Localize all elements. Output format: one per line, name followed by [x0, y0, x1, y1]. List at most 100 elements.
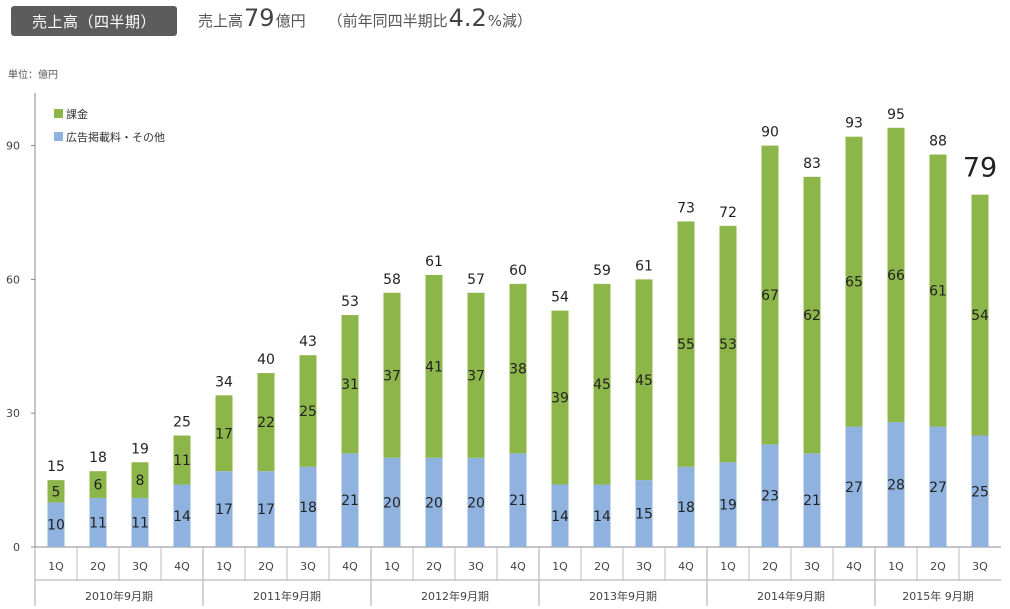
x-tick-label: 4Q — [510, 560, 526, 573]
bar-total-label: 79 — [963, 153, 997, 184]
bar-billing — [425, 274, 443, 458]
summary-value: 79 — [244, 4, 275, 32]
y-tick-label: 60 — [6, 273, 20, 286]
bar-total-label: 73 — [677, 200, 695, 216]
bar-total-label: 88 — [929, 134, 947, 150]
bar-billing — [719, 225, 737, 463]
x-tick-label: 1Q — [720, 560, 736, 573]
bar-billing — [173, 435, 191, 485]
bar-billing-label: 6 — [94, 478, 103, 494]
bar-ad-revenue-label: 11 — [89, 515, 107, 531]
legend-label: 課金 — [66, 107, 88, 121]
bar-billing-label: 65 — [845, 275, 863, 291]
bar-billing — [677, 221, 695, 467]
bar-billing-label: 45 — [635, 373, 653, 389]
legend-swatch — [54, 132, 63, 141]
bar-billing-label: 39 — [551, 391, 569, 407]
group-label: 2013年9月期 — [589, 589, 657, 603]
bar-billing-label: 41 — [425, 359, 443, 375]
bar-ad-revenue-label: 14 — [173, 509, 191, 525]
bar-billing-label: 5 — [52, 484, 61, 500]
bar-ad-revenue — [257, 471, 275, 547]
bar-ad-revenue-label: 18 — [299, 500, 317, 516]
bar-ad-revenue — [971, 435, 989, 547]
bar-ad-revenue-label: 10 — [47, 518, 65, 534]
bar-billing-label: 25 — [299, 404, 317, 420]
bar-total-label: 15 — [47, 459, 65, 475]
yoy-change-suffix: %減） — [487, 12, 533, 30]
bar-ad-revenue — [887, 422, 905, 547]
x-tick-label: 4Q — [342, 560, 358, 573]
bar-billing-label: 67 — [761, 288, 779, 304]
bar-billing-label: 66 — [887, 268, 905, 284]
bar-total-label: 90 — [761, 125, 779, 141]
x-tick-label: 3Q — [300, 560, 316, 573]
x-tick-label: 2Q — [90, 560, 106, 573]
bar-billing-label: 62 — [803, 308, 821, 324]
bar-ad-revenue — [551, 484, 569, 547]
x-tick-label: 4Q — [174, 560, 190, 573]
x-tick-label: 2Q — [258, 560, 274, 573]
x-tick-label: 2Q — [930, 560, 946, 573]
bar-ad-revenue-label: 27 — [845, 480, 863, 496]
x-tick-label: 3Q — [468, 560, 484, 573]
bar-billing-label: 31 — [341, 377, 359, 393]
group-label: 2015年 9月期 — [902, 589, 974, 603]
bar-ad-revenue-label: 14 — [593, 509, 611, 525]
x-tick-label: 1Q — [384, 560, 400, 573]
bar-total-label: 25 — [173, 415, 191, 431]
bar-total-label: 34 — [215, 374, 233, 390]
x-tick-label: 3Q — [132, 560, 148, 573]
bar-billing-label: 37 — [383, 368, 401, 384]
bar-ad-revenue — [929, 426, 947, 547]
legend-label: 広告掲載料・その他 — [66, 130, 165, 144]
sales-summary: 売上高 79 億円 （前年同四半期比 4.2 %減） — [198, 4, 532, 38]
bar-ad-revenue — [47, 502, 65, 547]
bar-ad-revenue — [761, 444, 779, 547]
group-label: 2011年9月期 — [253, 589, 321, 603]
bar-billing-label: 17 — [215, 426, 233, 442]
x-tick-label: 1Q — [216, 560, 232, 573]
bar-billing-label: 61 — [929, 284, 947, 300]
bar-ad-revenue-label: 21 — [509, 493, 527, 509]
bar-billing-label: 37 — [467, 368, 485, 384]
legend-swatch — [54, 109, 63, 118]
x-tick-label: 2Q — [426, 560, 442, 573]
bar-ad-revenue — [803, 453, 821, 547]
bar-total-label: 83 — [803, 156, 821, 172]
bar-ad-revenue-label: 11 — [131, 515, 149, 531]
group-label: 2010年9月期 — [85, 589, 153, 603]
bar-total-label: 59 — [593, 263, 611, 279]
bar-ad-revenue — [635, 480, 653, 547]
bar-billing — [593, 283, 611, 485]
bar-total-label: 72 — [719, 205, 737, 221]
y-tick-label: 0 — [13, 541, 20, 554]
bar-ad-revenue-label: 15 — [635, 507, 653, 523]
bar-total-label: 43 — [299, 334, 317, 350]
summary-unit: 億円 — [275, 12, 306, 30]
bar-billing — [89, 471, 107, 498]
x-tick-label: 1Q — [552, 560, 568, 573]
bar-billing — [467, 292, 485, 458]
x-tick-label: 3Q — [972, 560, 988, 573]
bar-total-label: 95 — [887, 107, 905, 123]
bar-total-label: 18 — [89, 450, 107, 466]
bar-billing — [383, 292, 401, 458]
bar-total-label: 60 — [509, 263, 527, 279]
bar-billing-label: 8 — [136, 473, 145, 489]
bar-ad-revenue-label: 14 — [551, 509, 569, 525]
x-tick-label: 1Q — [888, 560, 904, 573]
bar-billing — [509, 283, 527, 454]
bar-total-label: 58 — [383, 272, 401, 288]
y-tick-label: 90 — [6, 140, 20, 153]
bar-ad-revenue — [299, 466, 317, 547]
bar-billing — [887, 127, 905, 423]
bar-billing-label: 38 — [509, 362, 527, 378]
bar-ad-revenue-label: 20 — [467, 495, 485, 511]
bar-total-label: 40 — [257, 352, 275, 368]
bar-ad-revenue — [425, 457, 443, 547]
bar-billing-label: 54 — [971, 308, 989, 324]
bar-billing-label: 45 — [593, 377, 611, 393]
bar-ad-revenue-label: 20 — [425, 495, 443, 511]
